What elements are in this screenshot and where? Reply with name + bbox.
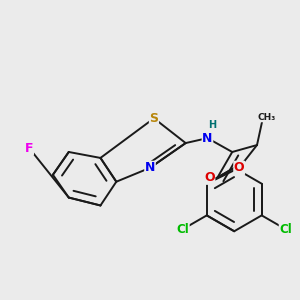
Text: H: H: [208, 120, 217, 130]
Text: F: F: [25, 142, 33, 154]
Text: N: N: [202, 132, 213, 145]
Text: Cl: Cl: [176, 223, 189, 236]
Text: O: O: [204, 171, 215, 184]
Text: O: O: [234, 161, 244, 174]
Text: S: S: [149, 112, 158, 125]
Text: Cl: Cl: [279, 223, 292, 236]
Text: CH₃: CH₃: [258, 113, 276, 122]
Text: N: N: [145, 161, 155, 174]
